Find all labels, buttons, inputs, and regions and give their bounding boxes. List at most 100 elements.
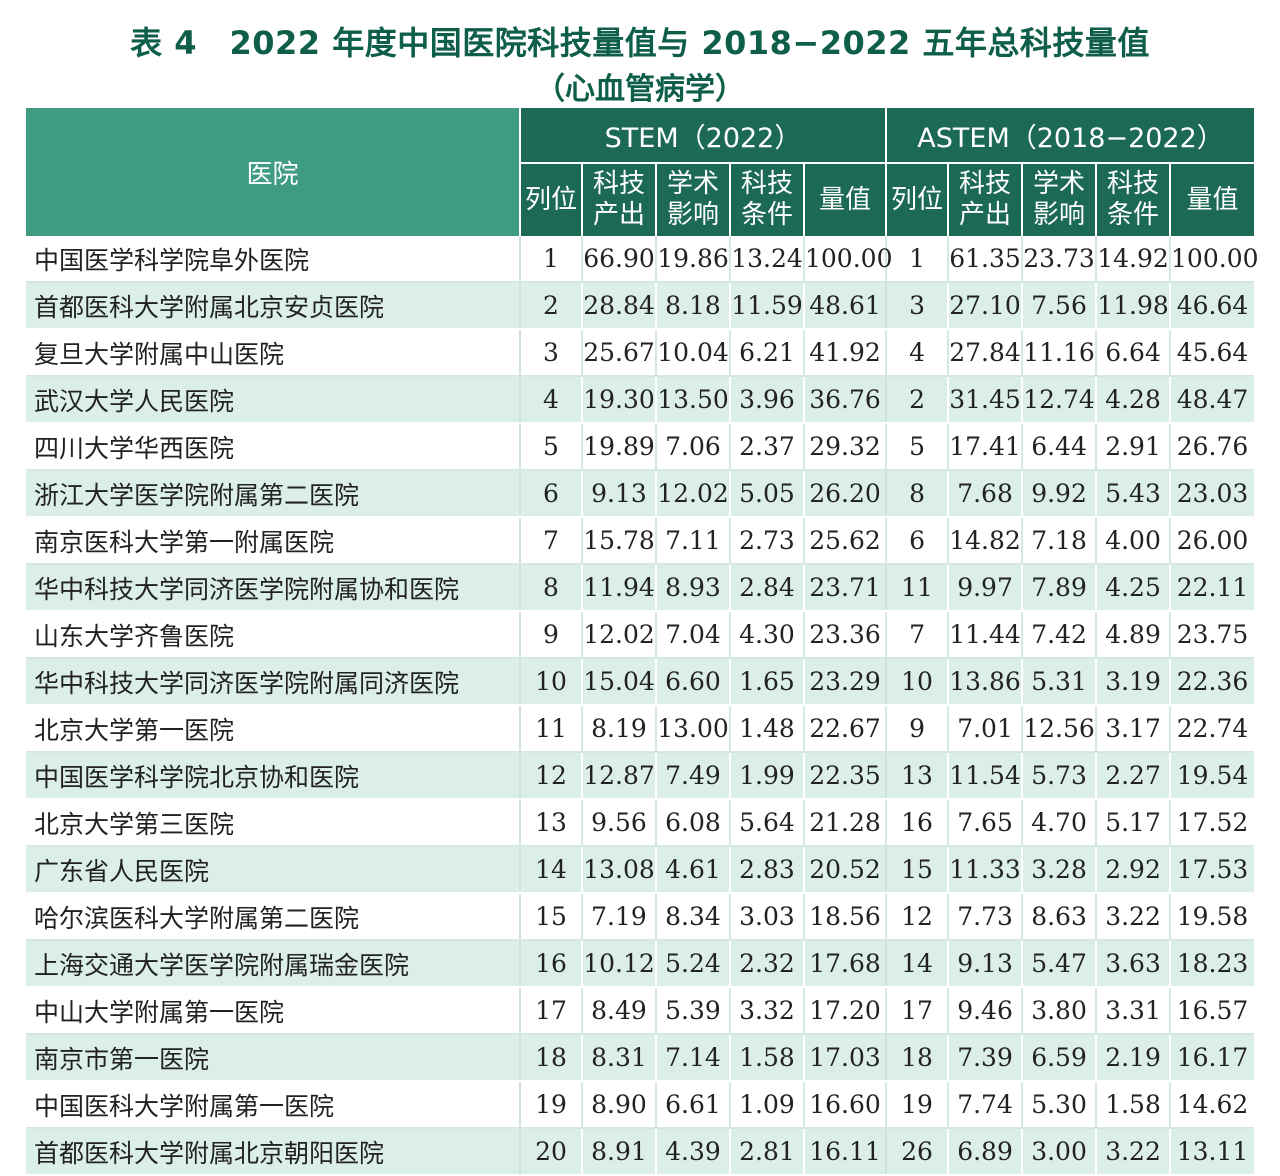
- stem-output-cell: 25.67: [581, 329, 656, 377]
- astem-condition-cell: 2.27: [1095, 752, 1171, 800]
- astem-value-cell: 14.62: [1169, 1081, 1255, 1129]
- stem-output-cell: 8.49: [581, 987, 656, 1035]
- stem-value-cell: 17.68: [802, 940, 887, 988]
- astem-value-cell: 22.11: [1169, 564, 1255, 612]
- astem-impact-cell: 5.31: [1021, 658, 1097, 706]
- astem-output-cell: 7.68: [947, 470, 1023, 518]
- stem-rank-cell: 3: [519, 329, 582, 377]
- astem-value-cell: 13.11: [1169, 1128, 1255, 1176]
- stem-impact-cell: 4.39: [655, 1128, 730, 1176]
- stem-rank-cell: 10: [519, 658, 582, 706]
- astem-condition-cell: 3.22: [1095, 1128, 1171, 1176]
- stem-value-cell: 23.29: [802, 658, 887, 706]
- stem-value-cell: 41.92: [802, 329, 887, 377]
- stem-value-cell: 48.61: [802, 282, 887, 330]
- stem-impact-cell: 13.50: [655, 376, 730, 424]
- table-row: 华中科技大学同济医学院附属同济医院 10 15.04 6.60 1.65 23.29 10 1…: [26, 658, 1255, 706]
- stem-impact-cell: 6.61: [655, 1081, 730, 1129]
- header-astem-impact: 学术 影响: [1021, 163, 1097, 236]
- header-stem-output: 科技 产出: [581, 163, 656, 236]
- stem-rank-cell: 4: [519, 376, 582, 424]
- stem-condition-cell: 2.83: [729, 846, 804, 894]
- table-row: 北京大学第三医院 13 9.56 6.08 5.64 21.28 16 7.65 4.70 5.1…: [26, 799, 1255, 847]
- stem-impact-cell: 5.24: [655, 940, 730, 988]
- stem-rank-cell: 2: [519, 282, 582, 330]
- astem-output-cell: 7.73: [947, 893, 1023, 941]
- stem-rank-cell: 13: [519, 799, 582, 847]
- stem-rank-cell: 11: [519, 705, 582, 753]
- astem-condition-cell: 4.00: [1095, 517, 1171, 565]
- astem-output-cell: 6.89: [947, 1128, 1023, 1176]
- astem-impact-cell: 5.73: [1021, 752, 1097, 800]
- stem-output-cell: 9.56: [581, 799, 656, 847]
- stem-output-cell: 15.78: [581, 517, 656, 565]
- stem-value-cell: 23.36: [802, 611, 887, 659]
- stem-output-cell: 8.90: [581, 1081, 656, 1129]
- hospital-name: 中山大学附属第一医院: [26, 987, 521, 1035]
- astem-impact-cell: 23.73: [1021, 236, 1097, 283]
- header-astem-condition: 科技 条件: [1095, 163, 1171, 236]
- hospital-name: 中国医科大学附属第一医院: [26, 1081, 521, 1129]
- hospital-name: 山东大学齐鲁医院: [26, 611, 521, 659]
- astem-rank-cell: 1: [885, 236, 949, 283]
- stem-impact-cell: 8.93: [655, 564, 730, 612]
- table-row: 南京医科大学第一附属医院 7 15.78 7.11 2.73 25.62 6 14.82 7.1…: [26, 517, 1255, 565]
- stem-value-cell: 36.76: [802, 376, 887, 424]
- stem-value-cell: 21.28: [802, 799, 887, 847]
- stem-condition-cell: 3.96: [729, 376, 804, 424]
- stem-rank-cell: 15: [519, 893, 582, 941]
- table-row: 中国医学科学院北京协和医院 12 12.87 7.49 1.99 22.35 13 11.54…: [26, 752, 1255, 800]
- stem-condition-cell: 5.64: [729, 799, 804, 847]
- stem-impact-cell: 5.39: [655, 987, 730, 1035]
- stem-impact-cell: 7.04: [655, 611, 730, 659]
- stem-value-cell: 17.03: [802, 1034, 887, 1082]
- astem-value-cell: 46.64: [1169, 282, 1255, 330]
- astem-output-cell: 11.33: [947, 846, 1023, 894]
- astem-condition-cell: 14.92: [1095, 236, 1171, 283]
- stem-condition-cell: 1.99: [729, 752, 804, 800]
- stem-condition-cell: 1.65: [729, 658, 804, 706]
- stem-value-cell: 23.71: [802, 564, 887, 612]
- stem-condition-cell: 1.09: [729, 1081, 804, 1129]
- hospital-name: 北京大学第一医院: [26, 705, 521, 753]
- stem-condition-cell: 1.58: [729, 1034, 804, 1082]
- hospital-name: 哈尔滨医科大学附属第二医院: [26, 893, 521, 941]
- astem-condition-cell: 4.25: [1095, 564, 1171, 612]
- stem-value-cell: 100.00: [802, 236, 892, 283]
- table-row: 首都医科大学附属北京朝阳医院 20 8.91 4.39 2.81 16.11 26 6.89 3…: [26, 1128, 1255, 1176]
- table-row: 上海交通大学医学院附属瑞金医院 16 10.12 5.24 2.32 17.68 14 9.1…: [26, 940, 1255, 988]
- astem-value-cell: 48.47: [1169, 376, 1255, 424]
- astem-impact-cell: 12.56: [1021, 705, 1097, 753]
- stem-rank-cell: 19: [519, 1081, 582, 1129]
- header-astem-rank: 列位: [885, 163, 949, 236]
- table-title: 表 4 2022 年度中国医院科技量值与 2018−2022 五年总科技量值: [130, 24, 1150, 62]
- header-stem-condition: 科技 条件: [729, 163, 804, 236]
- hospital-name: 上海交通大学医学院附属瑞金医院: [26, 940, 521, 988]
- astem-impact-cell: 7.56: [1021, 282, 1097, 330]
- astem-impact-cell: 11.16: [1021, 329, 1097, 377]
- astem-rank-cell: 5: [885, 423, 949, 471]
- hospital-name: 浙江大学医学院附属第二医院: [26, 470, 521, 518]
- astem-condition-cell: 4.28: [1095, 376, 1171, 424]
- table-row: 中国医科大学附属第一医院 19 8.90 6.61 1.09 16.60 19 7.74 5.3…: [26, 1081, 1255, 1129]
- astem-rank-cell: 4: [885, 329, 949, 377]
- astem-output-cell: 61.35: [947, 236, 1023, 283]
- astem-rank-cell: 19: [885, 1081, 949, 1129]
- hospital-name: 华中科技大学同济医学院附属同济医院: [26, 658, 521, 706]
- astem-value-cell: 26.00: [1169, 517, 1255, 565]
- astem-condition-cell: 2.91: [1095, 423, 1171, 471]
- header-stem-impact: 学术 影响: [655, 163, 730, 236]
- astem-rank-cell: 2: [885, 376, 949, 424]
- stem-output-cell: 7.19: [581, 893, 656, 941]
- astem-rank-cell: 15: [885, 846, 949, 894]
- astem-rank-cell: 8: [885, 470, 949, 518]
- hospital-name: 北京大学第三医院: [26, 799, 521, 847]
- astem-rank-cell: 11: [885, 564, 949, 612]
- astem-output-cell: 7.01: [947, 705, 1023, 753]
- astem-impact-cell: 6.59: [1021, 1034, 1097, 1082]
- stem-output-cell: 8.31: [581, 1034, 656, 1082]
- stem-condition-cell: 5.05: [729, 470, 804, 518]
- astem-rank-cell: 14: [885, 940, 949, 988]
- hospital-name: 南京医科大学第一附属医院: [26, 517, 521, 565]
- astem-value-cell: 22.36: [1169, 658, 1255, 706]
